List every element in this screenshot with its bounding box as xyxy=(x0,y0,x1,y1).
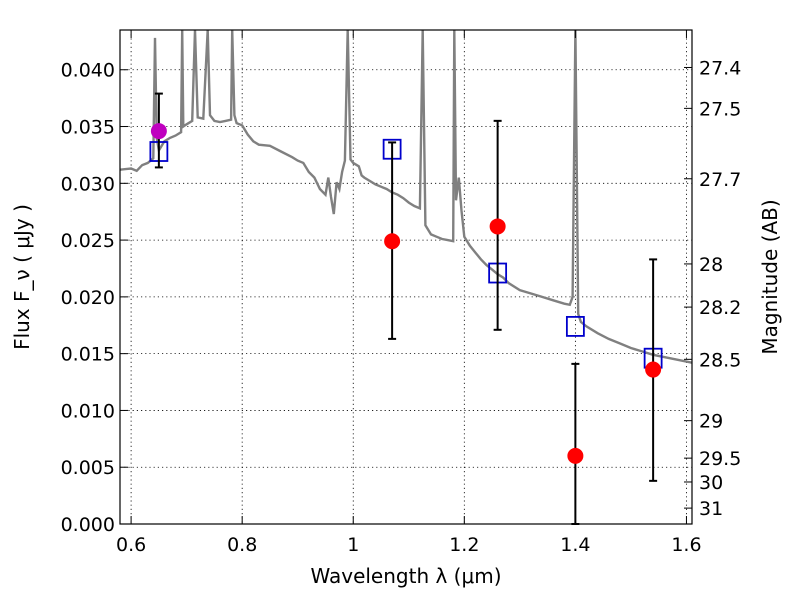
x-tick-label: 1.4 xyxy=(560,534,590,556)
x-tick-label: 0.8 xyxy=(227,534,257,556)
model-photometry-square xyxy=(565,315,585,337)
model-spectrum-line xyxy=(120,30,692,364)
magnitude-tick-label: 28.2 xyxy=(699,297,741,319)
y-tick-label: 0.015 xyxy=(61,344,115,366)
magnitude-tick-label: 31 xyxy=(699,498,723,520)
y-tick-label: 0.010 xyxy=(61,400,115,422)
observed-flux-point xyxy=(489,218,506,235)
y-tick-label: 0.025 xyxy=(61,230,115,252)
observed-flux-point xyxy=(567,447,584,464)
magnitude-tick-label: 29.5 xyxy=(699,448,741,470)
magnitude-tick-label: 28 xyxy=(699,254,723,276)
magnitude-tick-label: 27.4 xyxy=(699,57,741,79)
plot-area xyxy=(120,30,692,525)
y-tick-label: 0.035 xyxy=(61,117,115,139)
x-tick-label: 1 xyxy=(347,534,359,556)
grid xyxy=(120,30,692,525)
y-axis-label-right: Magnitude (AB) xyxy=(758,199,782,354)
x-tick-label: 1.2 xyxy=(449,534,479,556)
y-axis-label-left: Flux F_ν ( μJy ) xyxy=(10,204,34,350)
magnitude-tick-label: 28.5 xyxy=(699,349,741,371)
y-tick-label: 0.020 xyxy=(61,287,115,309)
observed-flux-point xyxy=(150,123,167,140)
y-tick-label: 0.040 xyxy=(61,60,115,82)
y-tick-label: 0.005 xyxy=(61,457,115,479)
axes-frame xyxy=(119,29,693,525)
magnitude-tick-label: 27.5 xyxy=(699,98,741,120)
observed-flux-point xyxy=(645,361,662,378)
observed-flux-point xyxy=(384,233,401,250)
x-axis-label: Wavelength λ (μm) xyxy=(310,564,501,588)
magnitude-tick-label: 29 xyxy=(699,411,723,433)
magnitude-tick-label: 30 xyxy=(699,472,723,494)
y-tick-label: 0.000 xyxy=(61,514,115,536)
magnitude-tick-label: 27.7 xyxy=(699,169,741,191)
x-tick-label: 0.6 xyxy=(116,534,146,556)
y-tick-label: 0.030 xyxy=(61,173,115,195)
ticks: 0.6 0.8 1 1.2 1.4 1.6 0.000 0.005 0.010 0.015 0.02… xyxy=(61,30,741,556)
x-tick-label: 1.6 xyxy=(671,534,701,556)
